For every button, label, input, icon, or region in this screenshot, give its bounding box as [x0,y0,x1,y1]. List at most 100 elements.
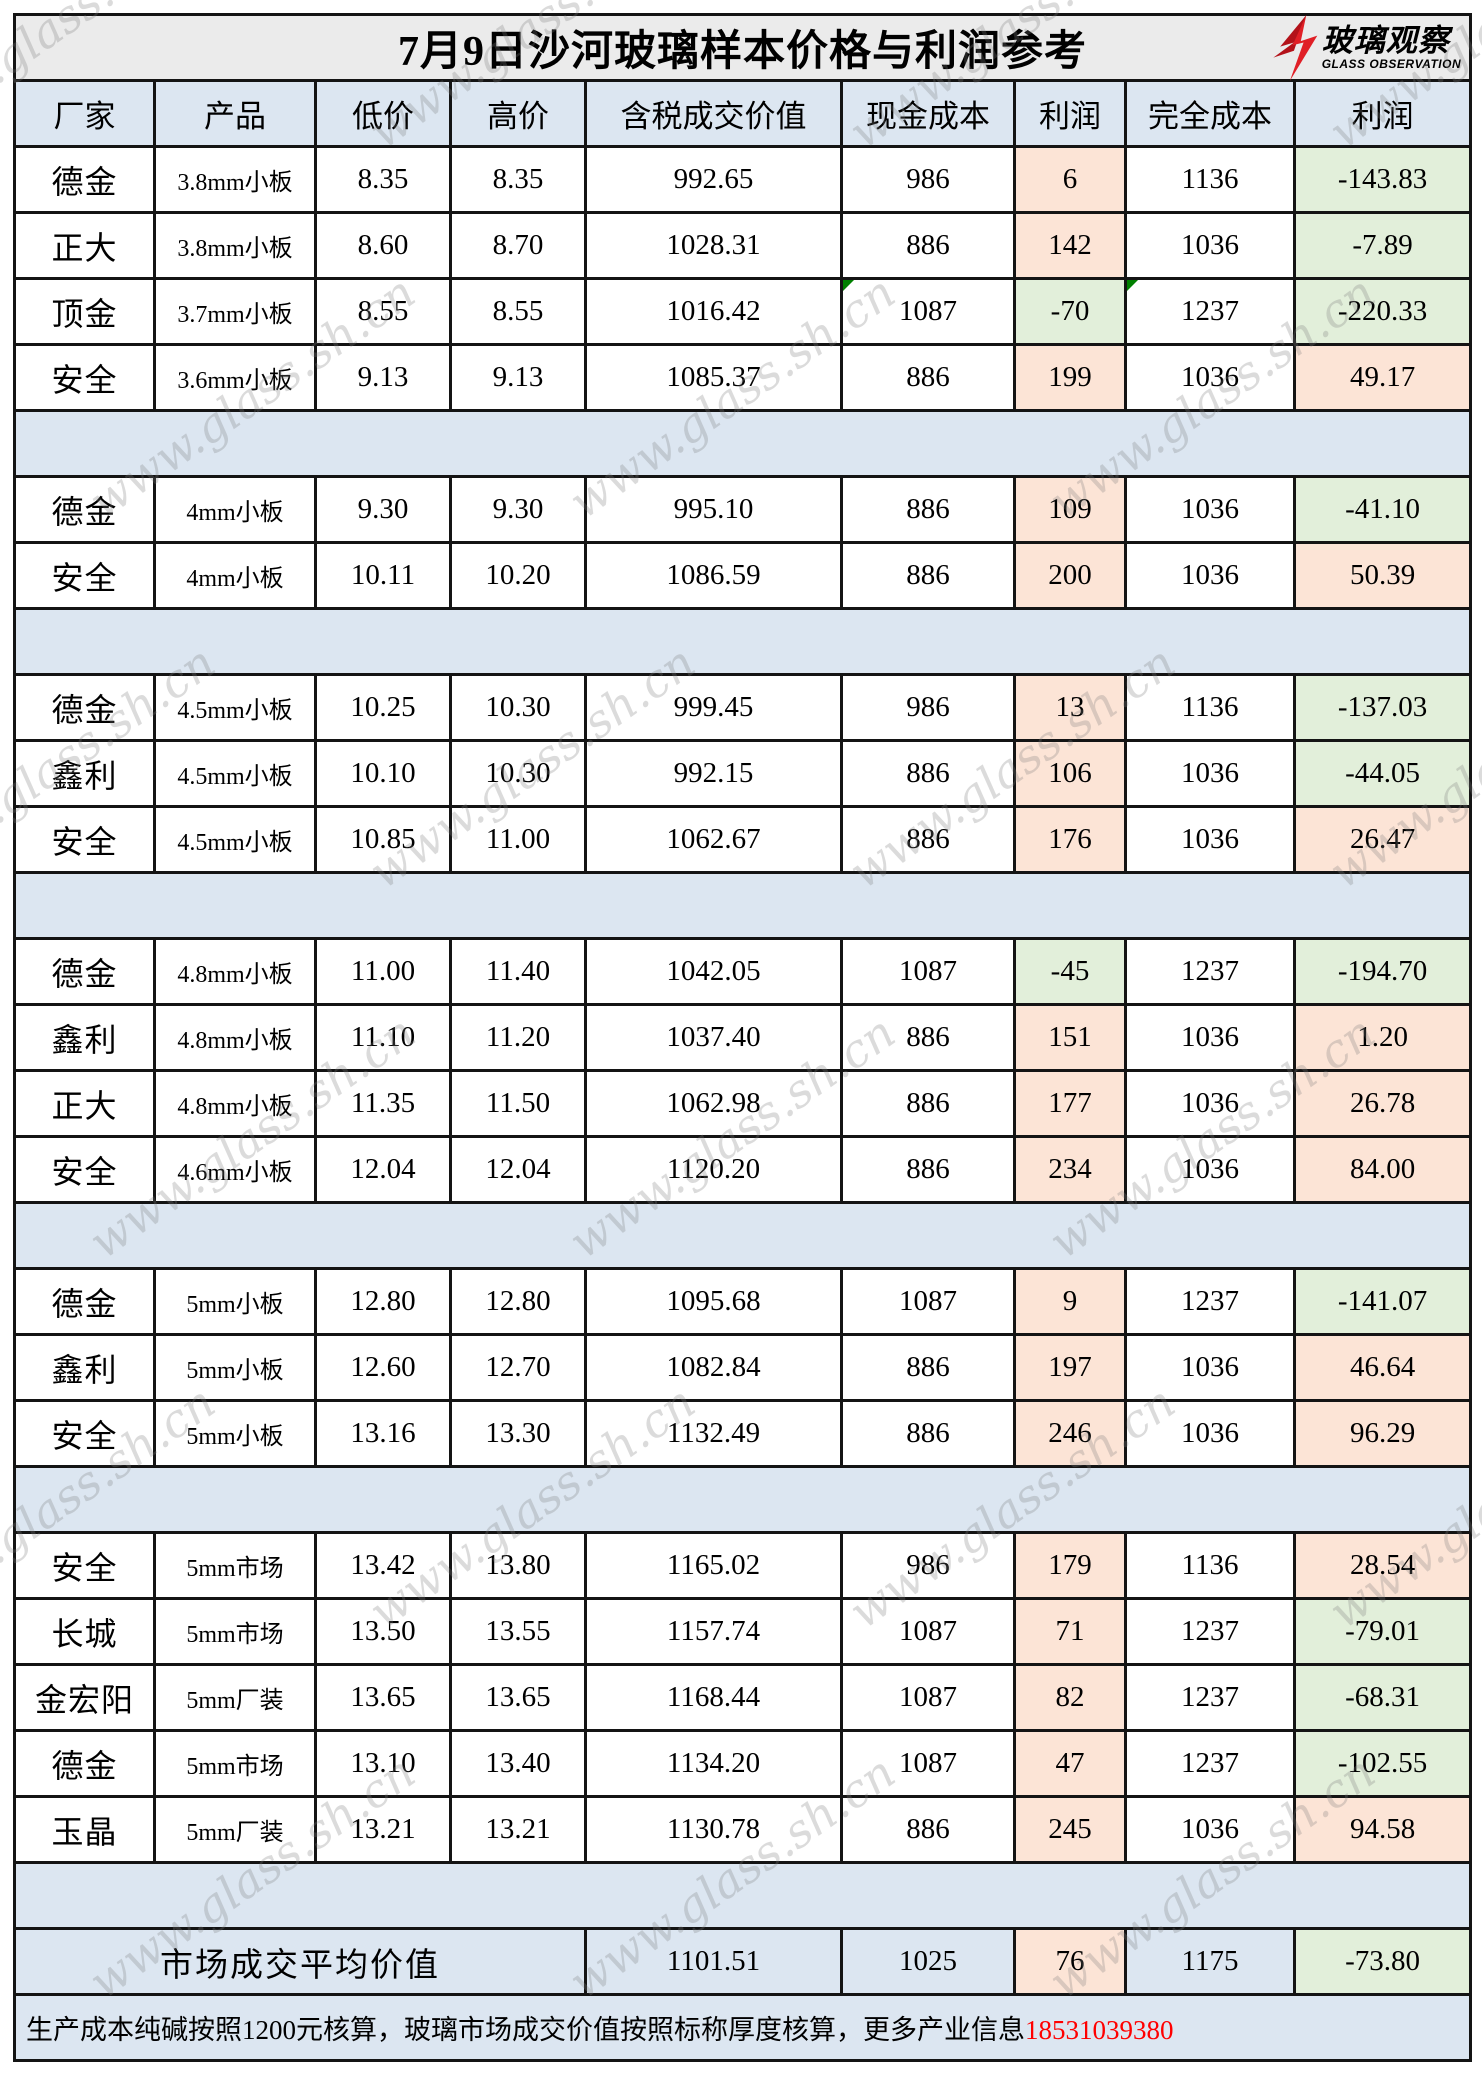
cell-low: 13.65 [314,1663,452,1732]
col-header-product: 产品 [153,79,317,148]
cell-value: 1086.59 [584,541,843,610]
cell-high: 9.13 [449,343,587,412]
cell-full-cost: 1136 [1124,1531,1296,1600]
footer-row: 生产成本纯碱按照1200元核算，玻璃市场成交价值按照标称厚度核算，更多产业信息1… [12,1993,1473,2062]
cell-cash-cost: 1087 [840,1663,1016,1732]
cell-cash-cost: 986 [840,1531,1016,1600]
cell-low: 8.60 [314,211,452,280]
cell-product: 3.8mm小板 [153,145,317,214]
cell-full-cost: 1036 [1124,1069,1296,1138]
cell-cash-cost: 886 [840,1069,1016,1138]
cell-low: 11.00 [314,937,452,1006]
cell-profit-full: 46.64 [1292,1333,1473,1402]
cell-full-cost: 1036 [1124,343,1296,412]
cell-cash-cost: 1087 [840,1267,1016,1336]
table-row: 安全 4.6mm小板 12.04 12.04 1120.20 886 234 1036 84.0… [13,1135,1473,1204]
cell-factory: 德金 [13,475,156,544]
cell-profit-full: 94.58 [1292,1795,1473,1864]
cell-profit-full: 26.47 [1292,805,1473,874]
table-row: 安全 5mm市场 13.42 13.80 1165.02 986 179 1136 28.54 [13,1531,1473,1600]
table-row: 鑫利 4.8mm小板 11.10 11.20 1037.40 886 151 1036 1.20 [13,1003,1473,1072]
summary-profit-cash: 76 [1013,1927,1127,1996]
table-row: 安全 3.6mm小板 9.13 9.13 1085.37 886 199 1036 49.17 [13,343,1473,412]
table-row: 鑫利 5mm小板 12.60 12.70 1082.84 886 197 1036 46.64 [13,1333,1473,1402]
cell-cash-cost: 886 [840,1135,1016,1204]
table-row: 金宏阳 5mm厂装 13.65 13.65 1168.44 1087 82 1237 -68.3… [13,1663,1473,1732]
cell-cash-cost: 1087 [840,277,1016,346]
cell-profit-full: 49.17 [1292,343,1473,412]
cell-factory: 长城 [13,1597,156,1666]
cell-value: 995.10 [584,475,843,544]
cell-low: 13.50 [314,1597,452,1666]
cell-factory: 安全 [13,805,156,874]
logo-en-text: GLASS OBSERVATION [1321,57,1462,71]
cell-high: 9.30 [449,475,587,544]
cell-product: 4.5mm小板 [153,739,317,808]
cell-value: 1028.31 [584,211,843,280]
cell-low: 13.10 [314,1729,452,1798]
separator-row [12,409,1473,478]
cell-full-cost: 1237 [1124,1663,1296,1732]
cell-full-cost: 1036 [1124,805,1296,874]
cell-low: 12.80 [314,1267,452,1336]
cell-full-cost: 1136 [1124,673,1296,742]
table-row: 德金 5mm市场 13.10 13.40 1134.20 1087 47 1237 -102.5… [13,1729,1473,1798]
price-table: 7月9日沙河玻璃样本价格与利润参考 玻璃观察 GLASS OBSERVATI [12,13,1473,2062]
cell-high: 13.55 [449,1597,587,1666]
cell-profit-cash: 82 [1013,1663,1127,1732]
table-row: 德金 4mm小板 9.30 9.30 995.10 886 109 1036 -41.10 [13,475,1473,544]
cell-value: 1132.49 [584,1399,843,1468]
cell-high: 13.65 [449,1663,587,1732]
cell-high: 8.70 [449,211,587,280]
cell-factory: 德金 [13,937,156,1006]
cell-factory: 安全 [13,1399,156,1468]
table-row: 玉晶 5mm厂装 13.21 13.21 1130.78 886 245 1036 94.58 [13,1795,1473,1864]
cell-product: 4.5mm小板 [153,805,317,874]
cell-low: 10.10 [314,739,452,808]
cell-profit-full: -41.10 [1292,475,1473,544]
table-row: 德金 4.5mm小板 10.25 10.30 999.45 986 13 1136 -137.0… [13,673,1473,742]
cell-low: 10.11 [314,541,452,610]
col-header-taxed-value: 含税成交价值 [584,79,843,148]
cell-profit-full: 26.78 [1292,1069,1473,1138]
summary-value: 1101.51 [584,1927,843,1996]
cell-full-cost: 1136 [1124,145,1296,214]
cell-profit-full: 84.00 [1292,1135,1473,1204]
cell-profit-full: -44.05 [1292,739,1473,808]
cell-value: 1134.20 [584,1729,843,1798]
cell-factory: 安全 [13,541,156,610]
table-row: 鑫利 4.5mm小板 10.10 10.30 992.15 886 106 1036 -44.0… [13,739,1473,808]
cell-profit-cash: 9 [1013,1267,1127,1336]
separator-row [12,1465,1473,1534]
cell-profit-cash: 245 [1013,1795,1127,1864]
cell-profit-cash: 177 [1013,1069,1127,1138]
cell-high: 11.20 [449,1003,587,1072]
cell-cash-cost: 886 [840,475,1016,544]
cell-full-cost: 1237 [1124,1267,1296,1336]
cell-value: 999.45 [584,673,843,742]
cell-full-cost: 1036 [1124,1135,1296,1204]
cell-low: 9.13 [314,343,452,412]
cell-low: 8.55 [314,277,452,346]
cell-factory: 德金 [13,145,156,214]
separator-cell [12,871,1473,940]
separator-cell [12,1861,1473,1930]
cell-profit-full: -68.31 [1292,1663,1473,1732]
table-row: 正大 4.8mm小板 11.35 11.50 1062.98 886 177 1036 26.7… [13,1069,1473,1138]
cell-low: 13.16 [314,1399,452,1468]
summary-profit-full: -73.80 [1292,1927,1473,1996]
cell-low: 10.85 [314,805,452,874]
cell-high: 11.40 [449,937,587,1006]
cell-cash-cost: 1087 [840,1597,1016,1666]
cell-profit-full: 96.29 [1292,1399,1473,1468]
cell-profit-cash: 106 [1013,739,1127,808]
cell-profit-cash: -70 [1013,277,1127,346]
cell-cash-cost: 886 [840,343,1016,412]
table-row: 顶金 3.7mm小板 8.55 8.55 1016.42 1087 -70 1237 -220.… [13,277,1473,346]
glass-observation-logo: 玻璃观察 GLASS OBSERVATION [1273,14,1462,81]
cell-full-cost: 1237 [1124,1729,1296,1798]
cell-full-cost: 1237 [1124,277,1296,346]
table-row: 长城 5mm市场 13.50 13.55 1157.74 1087 71 1237 -79.01 [13,1597,1473,1666]
cell-profit-cash: 246 [1013,1399,1127,1468]
cell-product: 4.8mm小板 [153,937,317,1006]
